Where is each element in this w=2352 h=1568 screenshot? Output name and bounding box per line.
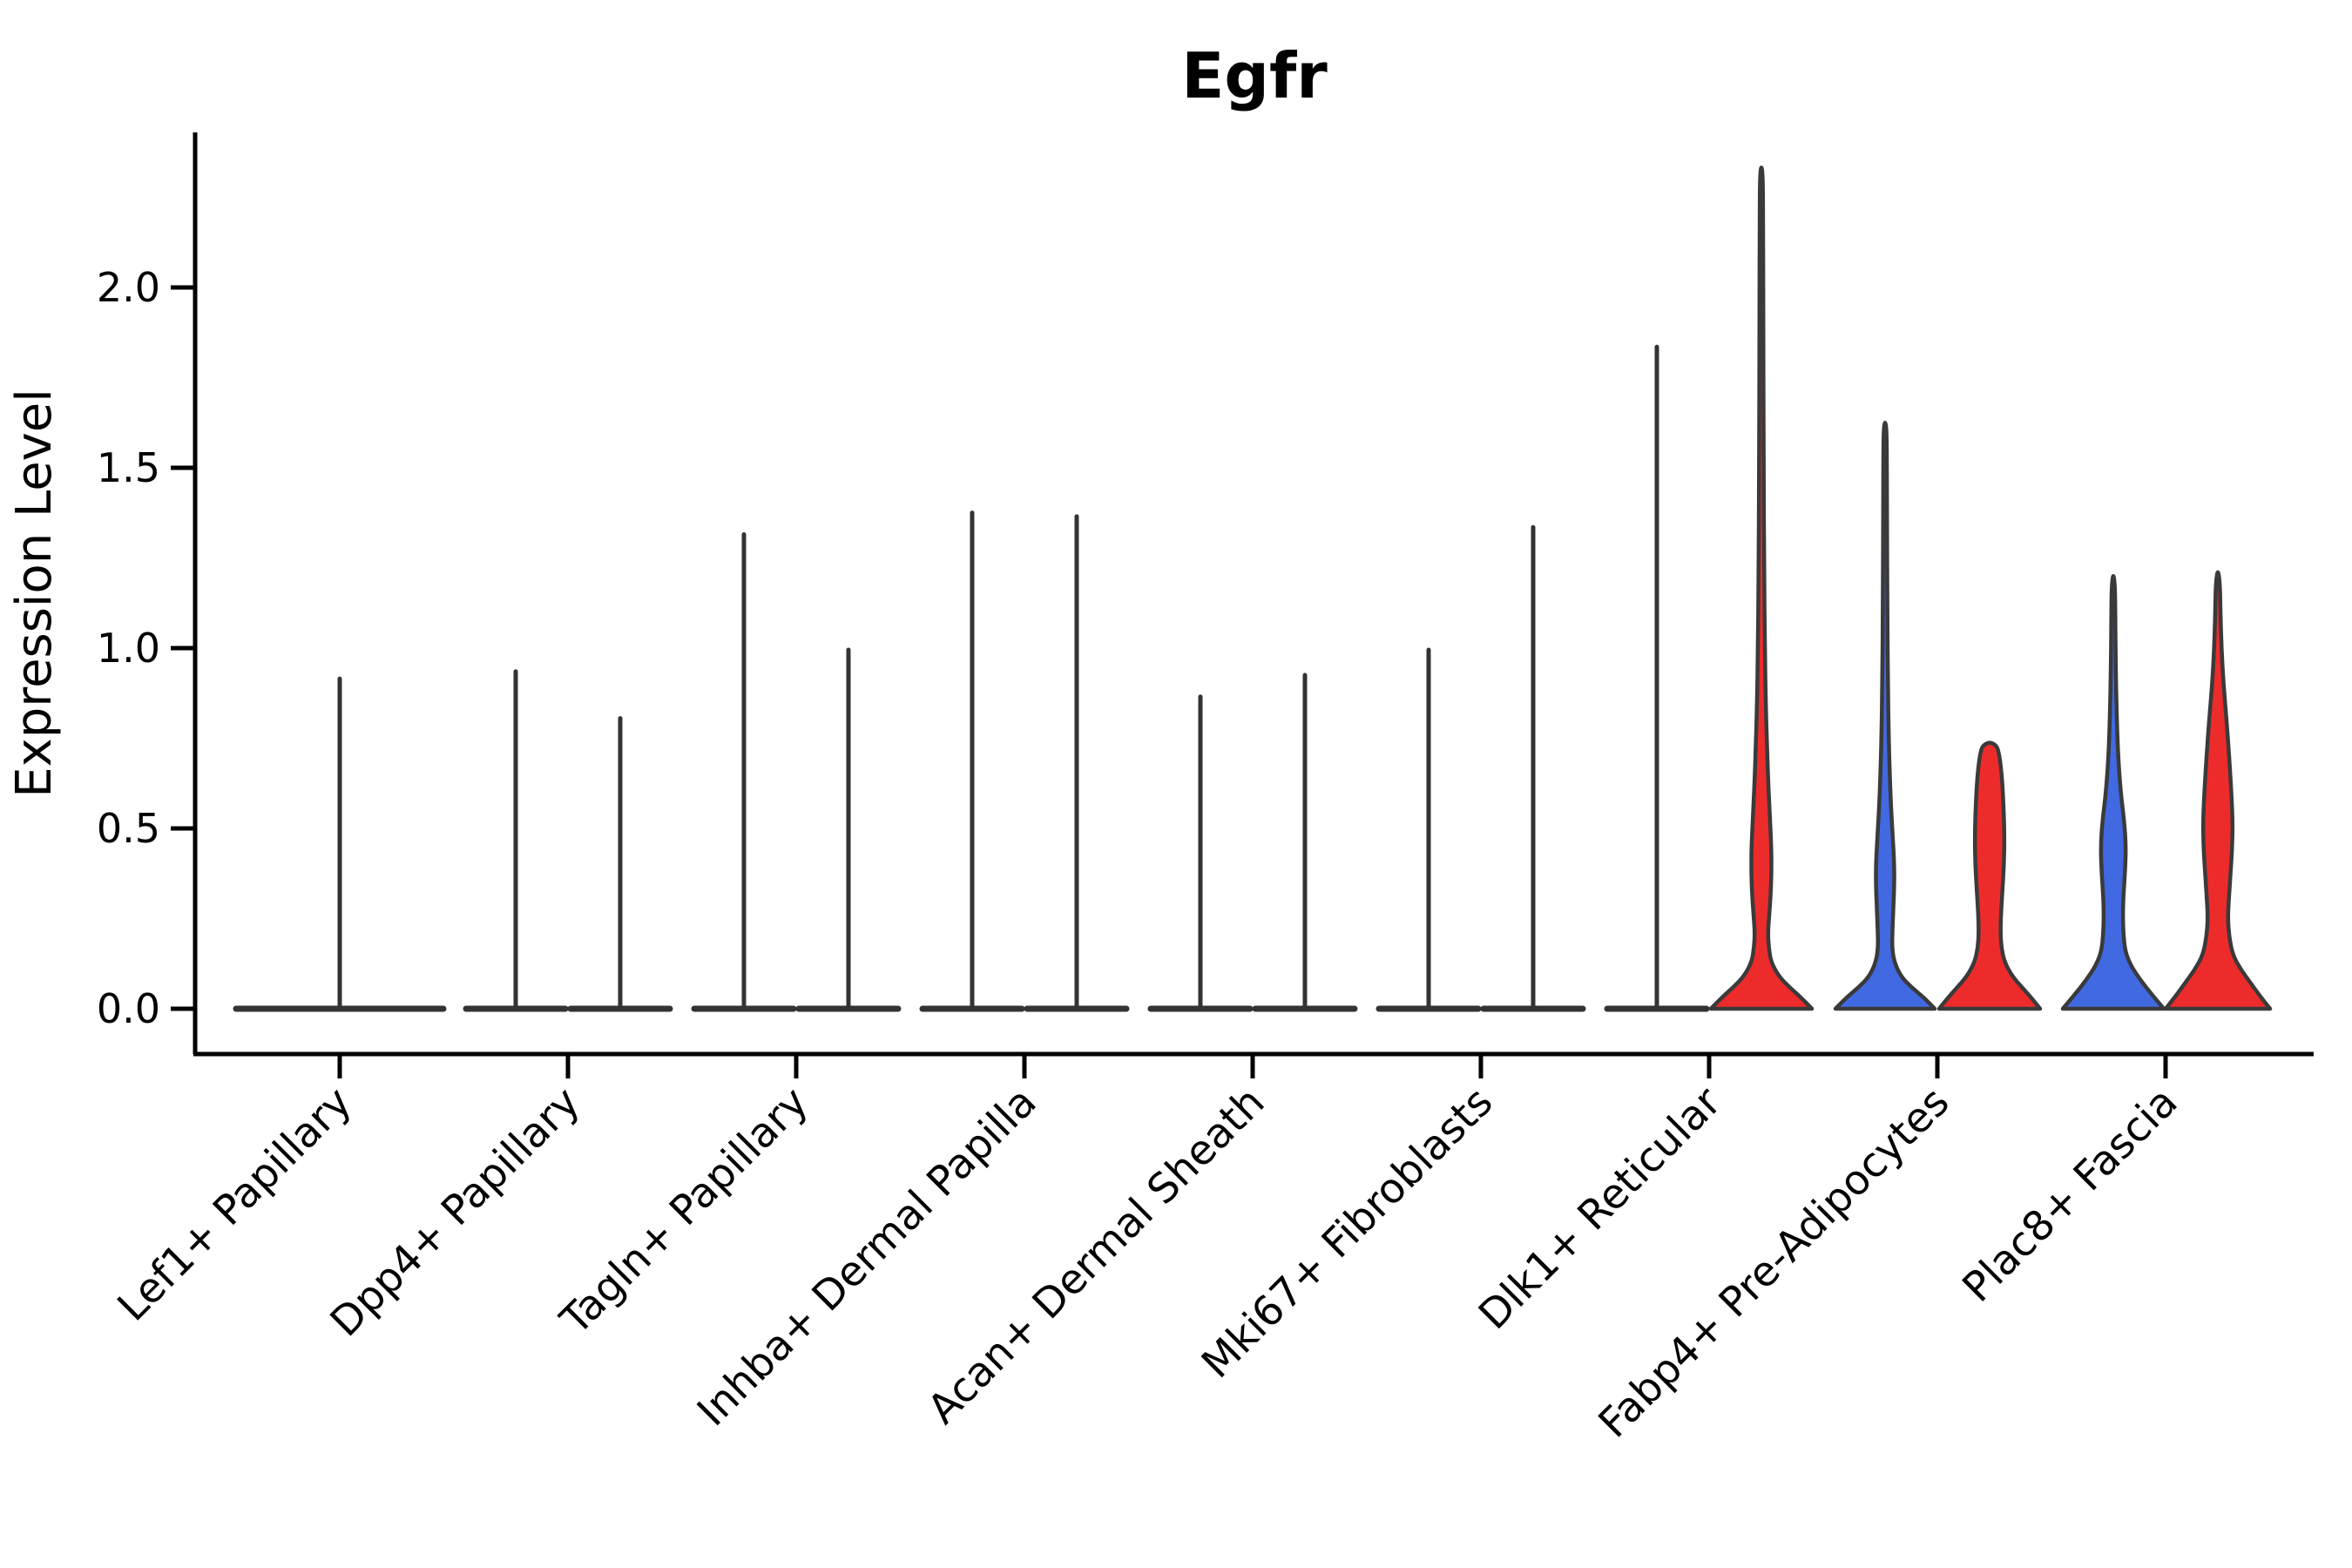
y-tick-label-1: 0.5 [97, 805, 160, 852]
x-tick-label-1: Dpp4+ Papillary [321, 1078, 590, 1347]
y-tick-label-0: 0.0 [97, 985, 160, 1032]
axes-layer [171, 132, 2314, 1078]
y-tick-labels: 0.0 0.5 1.0 1.5 2.0 [97, 264, 160, 1032]
violin-red [1708, 166, 1815, 1011]
x-tick-label-8: Plac8+ Fascia [1954, 1078, 2187, 1312]
x-tick-label-0: Lef1+ Papillary [109, 1078, 362, 1331]
y-tick-label-4: 2.0 [97, 264, 160, 311]
violin-blue [2060, 573, 2166, 1011]
y-axis-title: Expression Level [6, 389, 63, 798]
x-tick-label-6: Dlk1+ Reticular [1470, 1078, 1731, 1339]
chart-title: Egfr [1181, 39, 1328, 112]
y-tick-label-2: 1.0 [97, 625, 160, 672]
x-tick-label-2: Tagln+ Papillary [551, 1078, 818, 1345]
violin-red [1936, 740, 2043, 1011]
violin-blue [1833, 421, 1937, 1011]
y-tick-label-3: 1.5 [97, 444, 160, 491]
violins-layer [233, 166, 2273, 1012]
violin-red [2163, 570, 2273, 1011]
